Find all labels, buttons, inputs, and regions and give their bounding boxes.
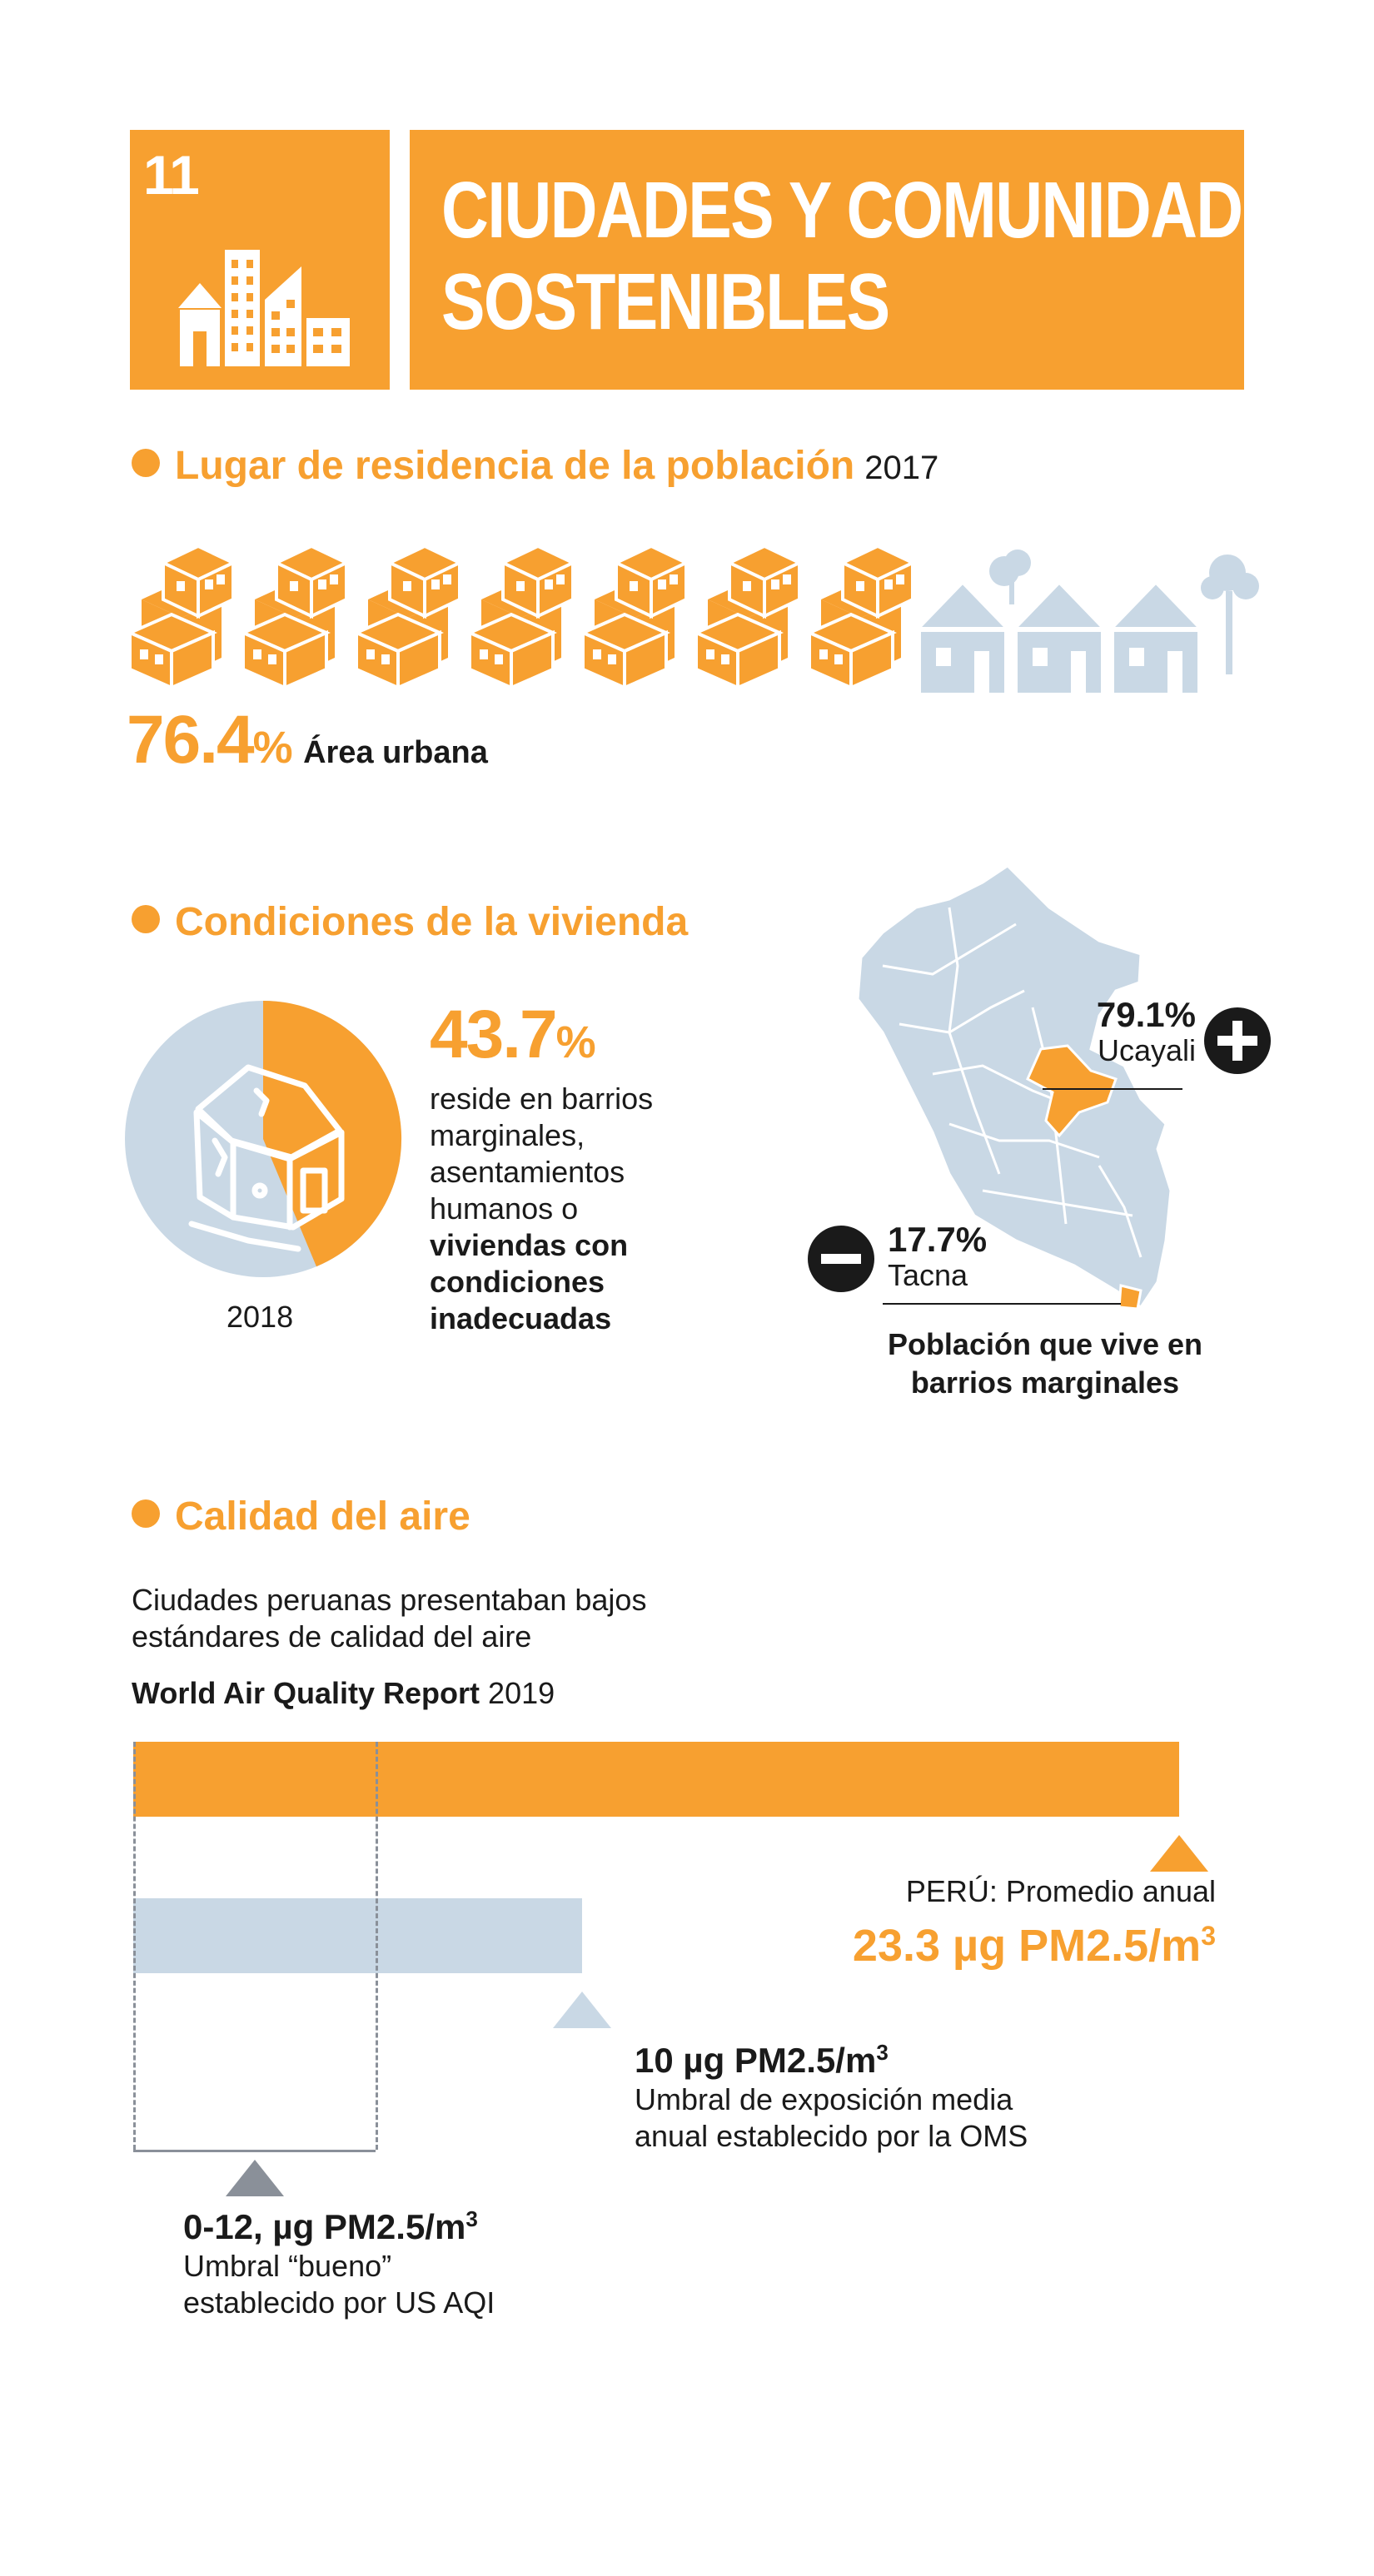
peru-map-outline (856, 864, 1172, 1310)
air-intro-line: Ciudades peruanas presentaban bajos (132, 1583, 647, 1617)
housing-pct-value: 43.7 (430, 997, 558, 1072)
map-caption-line: Población que vive en (887, 1327, 1203, 1361)
urban-stat: 76.4% Área urbana (127, 701, 488, 779)
urban-pct-value: 76.4 (127, 702, 255, 778)
sdg-title-line1: CIUDADES Y COMUNIDADES (441, 166, 1328, 255)
housing-desc-bold-line: condiciones (430, 1265, 605, 1299)
housing-desc-bold-line: viviendas con (430, 1228, 629, 1262)
bullet-dot-icon (132, 449, 160, 477)
housing-title: Condiciones de la vivienda (175, 900, 689, 944)
housing-donut (125, 1001, 402, 1277)
urban-label: Área urbana (303, 735, 488, 770)
urban-pct-sign: % (252, 723, 293, 773)
tacna-label: 17.7% Tacna (888, 1221, 987, 1292)
aqi-marker-triangle (225, 2160, 284, 2196)
air-title: Calidad del aire (175, 1494, 470, 1539)
residence-year: 2017 (864, 450, 939, 486)
aqi-range-left-line (133, 1742, 136, 2150)
aqi-value-text: 0-12, µg PM2.5/m (183, 2207, 466, 2246)
air-intro-line: estándares de calidad del aire (132, 1619, 532, 1654)
plus-icon (1204, 1007, 1271, 1074)
sdg-title: CIUDADES Y COMUNIDADES SOSTENIBLES (441, 165, 1328, 348)
bullet-dot-icon (132, 905, 160, 933)
ucayali-region (1026, 1044, 1118, 1138)
peru-label: PERÚ: Promedio anual (905, 1874, 1216, 1908)
air-source: World Air Quality Report 2019 (132, 1675, 555, 1712)
ucayali-value: 79.1% (1096, 995, 1196, 1034)
aqi-range-right-line (376, 1742, 379, 2150)
housing-desc-line: asentamientos (430, 1155, 625, 1189)
minus-icon (808, 1226, 874, 1292)
oms-marker-triangle (553, 1992, 612, 2028)
aqi-value: 0-12, µg PM2.5/m3 (183, 2198, 495, 2248)
air-heading: Calidad del aire (132, 1494, 470, 1539)
map-caption: Población que vive en barrios marginales (858, 1325, 1232, 1402)
housing-desc-line: marginales, (430, 1118, 585, 1152)
damaged-house-icon (188, 1064, 345, 1252)
peru-value-sup: 3 (1201, 1921, 1216, 1951)
oms-bar (133, 1898, 583, 1973)
residence-heading: Lugar de residencia de la población 2017 (132, 443, 938, 489)
oms-annotation: 10 µg PM2.5/m3 Umbral de exposición medi… (635, 2031, 1028, 2155)
aqi-desc-line: establecido por US AQI (183, 2285, 495, 2320)
sdg-title-line2: SOSTENIBLES (441, 257, 890, 346)
residence-icon-row (130, 545, 1259, 704)
bullet-dot-icon (132, 1499, 160, 1528)
housing-desc-line: reside en barrios (430, 1082, 654, 1116)
oms-value-text: 10 µg PM2.5/m (635, 2041, 877, 2080)
aqi-annotation: 0-12, µg PM2.5/m3 Umbral “bueno” estable… (183, 2198, 495, 2321)
housing-heading: Condiciones de la vivienda (132, 899, 688, 945)
air-source-name: World Air Quality Report (132, 1676, 480, 1710)
residence-title: Lugar de residencia de la población (175, 444, 855, 488)
housing-pct-sign: % (555, 1017, 596, 1067)
tacna-value: 17.7% (888, 1220, 988, 1259)
oms-desc-line: anual establecido por la OMS (635, 2119, 1028, 2153)
ucayali-name: Ucayali (1097, 1033, 1196, 1067)
map-caption-line: barrios marginales (910, 1365, 1180, 1400)
tacna-region (1118, 1284, 1143, 1310)
peru-annotation: PERÚ: Promedio anual 23.3 µg PM2.5/m3 (853, 1873, 1216, 1972)
oms-value: 10 µg PM2.5/m3 (635, 2031, 1028, 2081)
air-intro: Ciudades peruanas presentaban bajos está… (132, 1582, 646, 1655)
peru-map (856, 864, 1182, 1310)
housing-desc-bold-line: inadecuadas (430, 1301, 612, 1335)
oms-desc-line: Umbral de exposición media (635, 2082, 1013, 2116)
aqi-desc-line: Umbral “bueno” (183, 2249, 392, 2283)
oms-value-sup: 3 (876, 2040, 889, 2065)
aqi-value-sup: 3 (465, 2206, 478, 2231)
aqi-range-bottom-line (133, 2150, 376, 2152)
peru-marker-triangle (1150, 1835, 1208, 1872)
housing-description: reside en barrios marginales, asentamien… (430, 1081, 653, 1337)
urban-pct: 76.4% (127, 702, 293, 778)
sdg-number: 11 (143, 144, 200, 206)
city-buildings-icon (178, 250, 350, 366)
housing-pct: 43.7% (430, 996, 596, 1074)
housing-desc-line: humanos o (430, 1191, 579, 1226)
ucayali-label: 79.1% Ucayali (1079, 996, 1196, 1067)
peru-bar (133, 1742, 1179, 1817)
peru-value-text: 23.3 µg PM2.5/m (852, 1921, 1202, 1971)
air-source-year: 2019 (488, 1676, 555, 1710)
tacna-name: Tacna (888, 1258, 968, 1292)
peru-value: 23.3 µg PM2.5/m3 (853, 1910, 1216, 1972)
sdg-title-box (410, 130, 1244, 390)
housing-year: 2018 (227, 1300, 294, 1334)
